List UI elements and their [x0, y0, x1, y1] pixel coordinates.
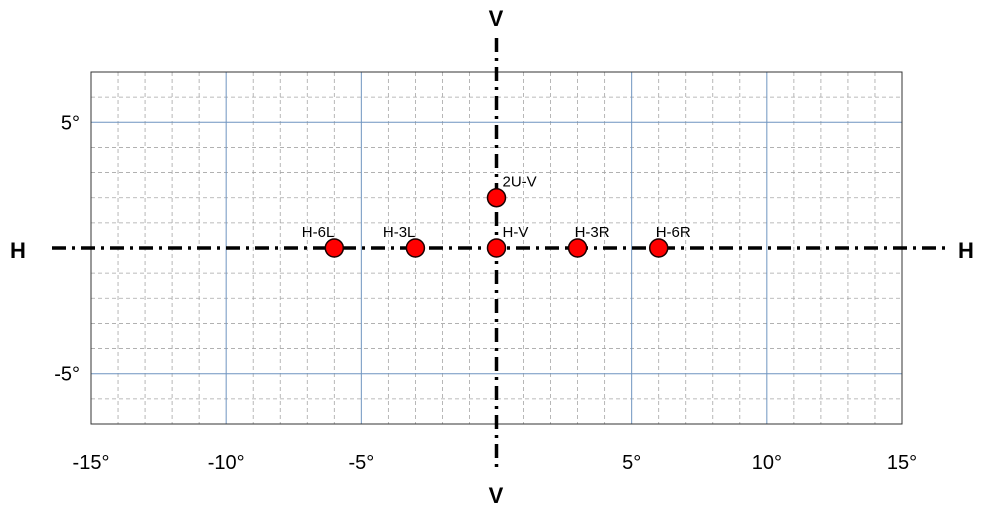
- v-line-bottom-label: V: [489, 483, 504, 506]
- data-point: [405, 238, 426, 258]
- y-tick-labels: 5° -5°: [54, 112, 80, 385]
- data-point: [486, 187, 507, 208]
- v-line-top-label: V: [489, 6, 504, 31]
- points-layer: [324, 187, 669, 258]
- point-label: H-V: [503, 224, 529, 241]
- x-tick-label: 5°: [622, 452, 641, 474]
- x-tick-label: 15°: [887, 452, 917, 474]
- x-tick-label: -15°: [73, 452, 110, 474]
- y-tick-label: 5°: [61, 112, 80, 134]
- point-label: H-3L: [383, 224, 416, 241]
- point-label: H-3R: [575, 224, 610, 241]
- x-tick-label: -5°: [348, 452, 374, 474]
- h-line-left-label: H: [10, 238, 26, 263]
- h-line-right-label: H: [958, 238, 974, 263]
- data-point: [324, 238, 345, 258]
- point-label: H-6L: [302, 224, 335, 241]
- data-point: [567, 238, 588, 258]
- point-labels: H-6L H-3L H-V H-3R H-6R 2U-V: [302, 174, 691, 241]
- data-point: [648, 238, 669, 258]
- x-tick-label: -10°: [208, 452, 245, 474]
- point-label: 2U-V: [503, 174, 537, 191]
- data-point: [486, 238, 507, 258]
- y-tick-label: -5°: [54, 364, 80, 386]
- point-label: H-6R: [656, 224, 691, 241]
- x-tick-labels: -15° -10° -5° 5° 10° 15°: [73, 452, 918, 474]
- x-tick-label: 10°: [752, 452, 782, 474]
